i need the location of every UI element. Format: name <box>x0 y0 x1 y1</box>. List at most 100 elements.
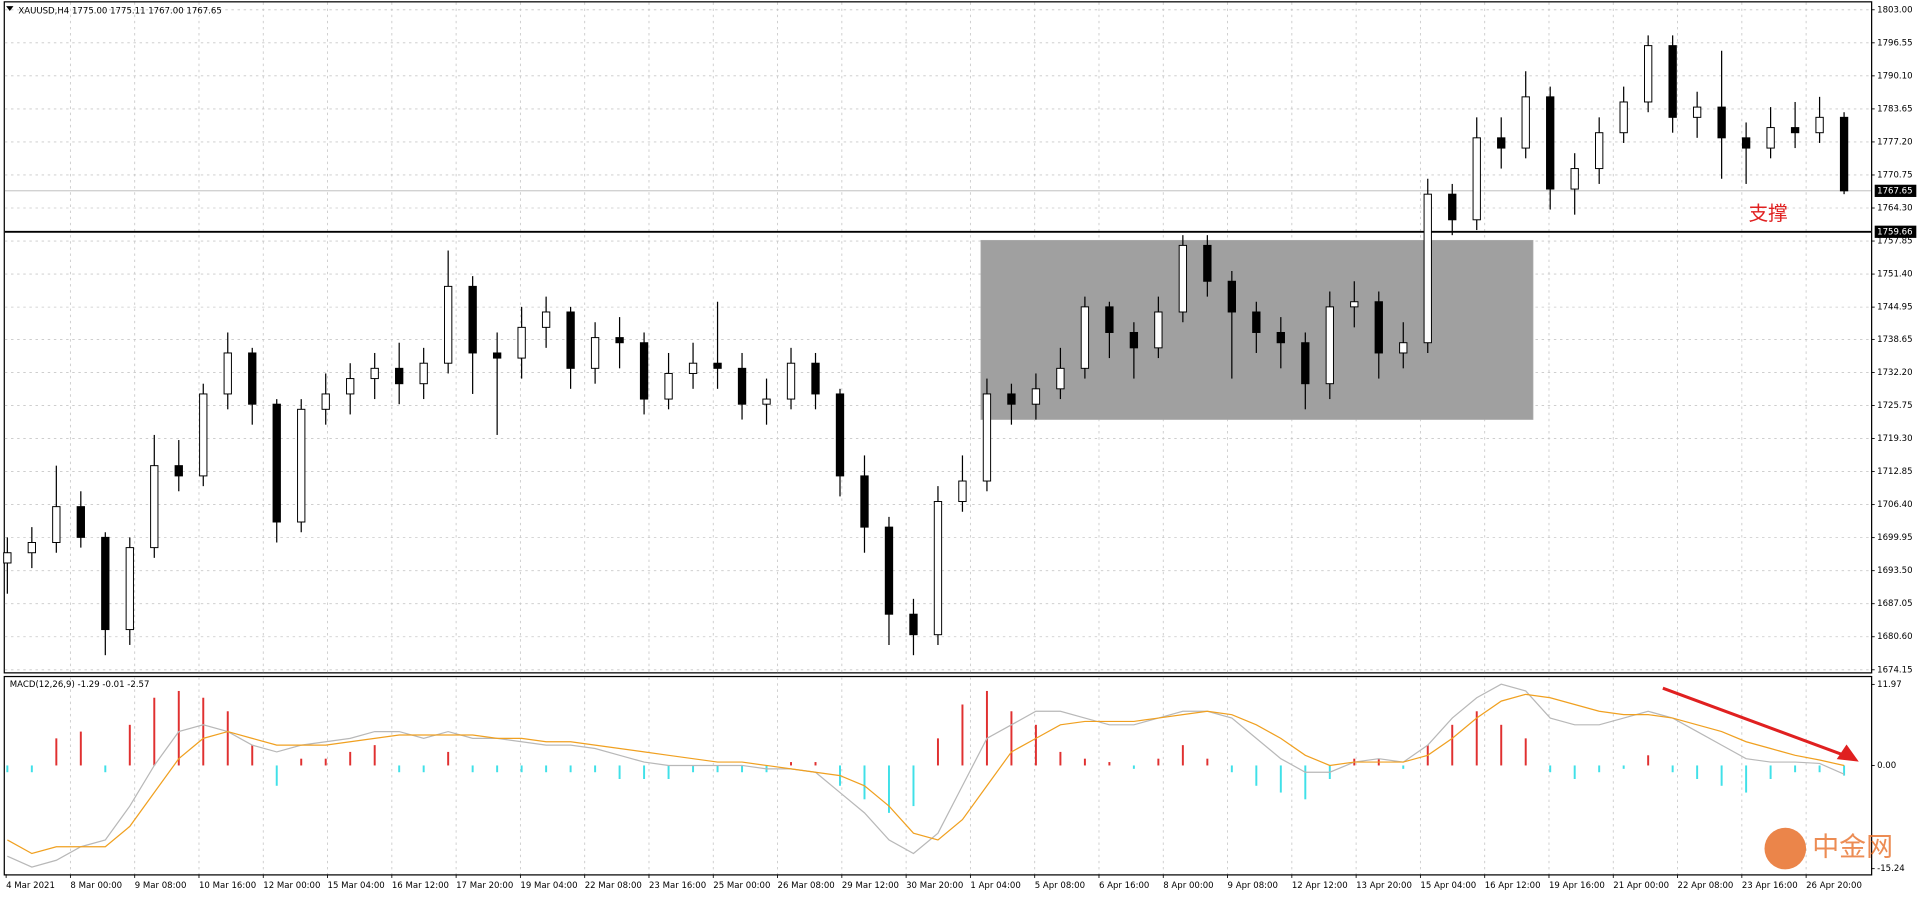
x-tick-label: 23 Apr 16:00 <box>1742 881 1798 891</box>
macd-bar <box>1010 711 1013 766</box>
candle-body <box>664 372 673 400</box>
candle-body <box>688 362 698 374</box>
macd-bar <box>349 751 352 766</box>
macd-bar <box>912 765 915 807</box>
macd-bar <box>692 765 695 773</box>
x-tick-label: 26 Mar 08:00 <box>778 881 835 891</box>
candle-body <box>321 393 330 410</box>
candle-body <box>1203 244 1212 282</box>
macd-bar <box>1132 765 1135 769</box>
macd-bar <box>1451 724 1454 766</box>
y-tick-label: 1687.05 <box>1877 599 1912 609</box>
x-tick-label: 17 Mar 20:00 <box>456 881 513 891</box>
trend-arrow <box>1662 686 1852 760</box>
candle-body <box>1815 116 1824 134</box>
main-panel <box>3 1 1873 674</box>
candle-body <box>811 362 820 395</box>
y-tick-label: 1719.30 <box>1877 434 1912 444</box>
candle-body <box>346 378 355 395</box>
macd-y-tick-label: -15.24 <box>1877 864 1905 874</box>
x-tick-label: 25 Mar 00:00 <box>713 881 770 891</box>
y-tick-label: 1725.75 <box>1877 401 1912 411</box>
macd-bar <box>1034 724 1037 766</box>
candle-body <box>541 311 551 328</box>
candle-body <box>101 536 110 631</box>
x-tick-label: 10 Mar 16:00 <box>199 881 256 891</box>
candle-body <box>1154 311 1163 349</box>
macd-bar <box>741 765 744 773</box>
candle-body <box>1178 244 1188 313</box>
macd-y-tick-label: 11.97 <box>1877 680 1902 690</box>
candle-body <box>1497 137 1506 149</box>
y-tick-label: 1783.65 <box>1877 104 1912 114</box>
x-tick-label: 1 Apr 04:00 <box>970 881 1020 891</box>
macd-bar <box>1818 765 1821 773</box>
candle-body <box>786 362 796 400</box>
y-tick-label: 1674.15 <box>1877 665 1912 675</box>
candle-body <box>1448 193 1457 221</box>
macd-bar <box>251 745 254 766</box>
macd-bar <box>1720 765 1723 786</box>
candle-body <box>1644 45 1653 103</box>
macd-bar <box>1206 758 1209 766</box>
macd-bar <box>1230 765 1233 773</box>
y-tick-label: 1770.75 <box>1877 170 1912 180</box>
watermark-logo <box>1764 827 1807 870</box>
y-tick-label: 1796.55 <box>1877 38 1912 48</box>
y-tick-label: 1680.60 <box>1877 632 1912 642</box>
x-tick-label: 13 Apr 20:00 <box>1356 881 1412 891</box>
candle-body <box>76 506 85 538</box>
macd-bar <box>1181 745 1184 766</box>
macd-bar <box>1794 765 1797 773</box>
candle-body <box>1839 116 1849 192</box>
x-tick-label: 15 Apr 04:00 <box>1420 881 1476 891</box>
candle-body <box>982 393 992 482</box>
macd-bar <box>226 711 229 766</box>
macd-bar <box>1769 765 1772 779</box>
candle-body <box>1105 306 1114 333</box>
y-tick-label: 1777.20 <box>1877 137 1912 147</box>
chart-title: XAUUSD,H4 1775.00 1775.11 1767.00 1767.6… <box>18 7 221 17</box>
macd-bar <box>1573 765 1576 779</box>
macd-bar <box>202 697 205 766</box>
candle-body <box>1350 301 1359 308</box>
macd-bar <box>1255 765 1258 786</box>
candle-body <box>444 285 453 364</box>
macd-bar <box>1279 765 1282 793</box>
macd-bar <box>79 731 82 766</box>
macd-bar <box>128 724 131 766</box>
macd-panel <box>3 675 1873 876</box>
macd-bar <box>422 765 425 773</box>
macd-bar <box>545 765 548 773</box>
candle-body <box>3 552 12 564</box>
candle-body <box>933 501 943 636</box>
candle-body <box>199 393 208 477</box>
candle-body <box>615 337 624 344</box>
macd-bar <box>814 762 817 766</box>
x-tick-label: 8 Apr 00:00 <box>1163 881 1213 891</box>
macd-bar <box>1622 765 1625 769</box>
macd-bar <box>1402 765 1405 769</box>
macd-bar <box>471 765 474 773</box>
candle-body <box>1056 367 1065 390</box>
x-tick-label: 15 Mar 04:00 <box>328 881 385 891</box>
candle-body <box>468 285 477 354</box>
macd-bar <box>985 690 988 766</box>
candle-body <box>370 367 379 380</box>
candle-body <box>125 547 134 631</box>
candle-body <box>150 465 159 549</box>
candle-body <box>958 480 967 503</box>
macd-bar <box>153 697 156 766</box>
macd-bar <box>30 765 33 773</box>
macd-bar <box>1843 765 1846 776</box>
macd-bar <box>1549 765 1552 773</box>
candle-body <box>1472 137 1481 221</box>
macd-bar <box>1647 755 1650 766</box>
macd-bar <box>6 765 9 773</box>
candle-body <box>909 613 918 636</box>
candle-body <box>1325 306 1334 385</box>
macd-title: MACD(12,26,9) -1.29 -0.01 -2.57 <box>10 680 150 690</box>
x-tick-label: 26 Apr 20:00 <box>1806 881 1862 891</box>
